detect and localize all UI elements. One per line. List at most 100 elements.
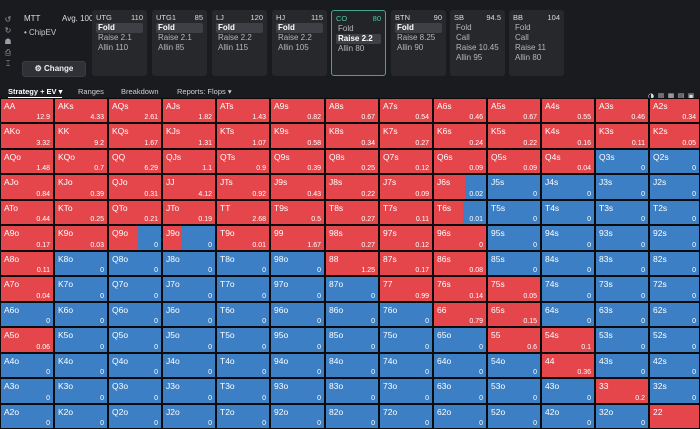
action-option[interactable]: Raise 2.1 xyxy=(98,33,132,42)
hand-cell[interactable]: JJ 4.12 xyxy=(162,174,216,200)
hand-cell[interactable]: 95o 0 xyxy=(270,327,325,353)
action-option[interactable]: Allin 115 xyxy=(218,43,249,52)
action-option[interactable]: Fold xyxy=(156,23,203,33)
hand-cell[interactable]: J5s 0 xyxy=(487,174,541,200)
hand-cell[interactable]: 92o 0 xyxy=(270,404,325,429)
hand-cell[interactable]: J2o 0 xyxy=(162,404,216,429)
action-option[interactable]: Raise 11 xyxy=(515,43,546,52)
action-option[interactable]: Raise 8.25 xyxy=(397,33,436,42)
hand-cell[interactable]: Q2o 0 xyxy=(108,404,162,429)
hand-cell[interactable]: Q8o 0 xyxy=(108,251,162,276)
position-panel-co[interactable]: CO 80 Fold Raise 2.2 Allin 80 xyxy=(331,10,386,76)
hand-cell[interactable]: 62s 0 xyxy=(649,302,700,327)
hand-cell[interactable]: 53s 0 xyxy=(595,327,649,353)
hand-cell[interactable]: 33 0.2 xyxy=(595,378,649,404)
hand-cell[interactable]: A6o 0 xyxy=(0,302,54,327)
hand-cell[interactable]: 83o 0 xyxy=(325,378,379,404)
hand-cell[interactable]: AA 12.9 xyxy=(0,98,54,123)
hand-cell[interactable]: 86o 0 xyxy=(325,302,379,327)
hand-cell[interactable]: K5s 0.22 xyxy=(487,123,541,149)
hand-cell[interactable]: 93o 0 xyxy=(270,378,325,404)
hand-cell[interactable]: K9s 0.58 xyxy=(270,123,325,149)
hand-cell[interactable]: J8o 0 xyxy=(162,251,216,276)
hand-cell[interactable]: 64o 0 xyxy=(433,353,487,378)
action-option[interactable]: Raise 2.1 xyxy=(158,33,192,42)
hand-cell[interactable]: 32s 0 xyxy=(649,378,700,404)
hand-cell[interactable]: J3s 0 xyxy=(595,174,649,200)
view-mode-icon[interactable]: ◑ xyxy=(647,92,655,100)
hand-cell[interactable]: T4s 0 xyxy=(541,200,595,225)
action-option[interactable]: Allin 110 xyxy=(98,43,129,52)
hand-cell[interactable]: 83s 0 xyxy=(595,251,649,276)
hand-cell[interactable]: 97o 0 xyxy=(270,276,325,302)
hand-cell[interactable]: AKs 4.33 xyxy=(54,98,108,123)
position-panel-btn[interactable]: BTN 90 Fold Raise 8.25 Allin 90 xyxy=(391,10,446,76)
hand-cell[interactable]: T4o 0 xyxy=(216,353,270,378)
action-option[interactable]: Allin 95 xyxy=(456,53,483,62)
hand-cell[interactable]: J5o 0 xyxy=(162,327,216,353)
hand-cell[interactable]: KJs 1.31 xyxy=(162,123,216,149)
action-option[interactable]: Call xyxy=(515,33,529,42)
hand-cell[interactable]: 85o 0 xyxy=(325,327,379,353)
side-tool-icon[interactable]: ⌶ xyxy=(5,59,11,68)
hand-cell[interactable]: KQo 0.7 xyxy=(54,149,108,174)
hand-cell[interactable]: QQ 6.29 xyxy=(108,149,162,174)
hand-cell[interactable]: 86s 0.08 xyxy=(433,251,487,276)
hand-cell[interactable]: 82s 0 xyxy=(649,251,700,276)
hand-cell[interactable]: A2s 0.34 xyxy=(649,98,700,123)
hand-cell[interactable]: Q8s 0.25 xyxy=(325,149,379,174)
hand-cell[interactable]: A4o 0 xyxy=(0,353,54,378)
position-panel-lj[interactable]: LJ 120 Fold Raise 2.2 Allin 115 xyxy=(212,10,267,76)
hand-cell[interactable]: KTo 0.25 xyxy=(54,200,108,225)
hand-cell[interactable]: K7o 0 xyxy=(54,276,108,302)
hand-cell[interactable]: K8s 0.34 xyxy=(325,123,379,149)
hand-cell[interactable]: QJs 1.1 xyxy=(162,149,216,174)
view-mode-icon[interactable]: ▤ xyxy=(677,92,685,100)
hand-cell[interactable]: 65s 0.15 xyxy=(487,302,541,327)
hand-cell[interactable]: 96o 0 xyxy=(270,302,325,327)
view-mode-icon[interactable]: ▦ xyxy=(667,92,675,100)
hand-cell[interactable]: KK 9.2 xyxy=(54,123,108,149)
side-tool-icon[interactable]: ↺ xyxy=(4,15,12,24)
hand-cell[interactable]: 87o 0 xyxy=(325,276,379,302)
hand-cell[interactable]: J3o 0 xyxy=(162,378,216,404)
hand-cell[interactable]: A6s 0.46 xyxy=(433,98,487,123)
hand-cell[interactable]: J9o 0 xyxy=(162,225,216,251)
position-panel-hj[interactable]: HJ 115 Fold Raise 2.2 Allin 105 xyxy=(272,10,327,76)
hand-cell[interactable]: K2s 0.05 xyxy=(649,123,700,149)
hand-cell[interactable]: Q5o 0 xyxy=(108,327,162,353)
hand-cell[interactable]: 84s 0 xyxy=(541,251,595,276)
hand-cell[interactable]: 53o 0 xyxy=(487,378,541,404)
hand-cell[interactable]: 76o 0 xyxy=(379,302,433,327)
hand-cell[interactable]: T2s 0 xyxy=(649,200,700,225)
hand-cell[interactable]: T6o 0 xyxy=(216,302,270,327)
hand-cell[interactable]: 54o 0 xyxy=(487,353,541,378)
hand-cell[interactable]: 22 xyxy=(649,404,700,429)
hand-cell[interactable]: QTs 0.9 xyxy=(216,149,270,174)
hand-cell[interactable]: 74o 0 xyxy=(379,353,433,378)
hand-cell[interactable]: K7s 0.27 xyxy=(379,123,433,149)
action-option[interactable]: Fold xyxy=(395,23,442,33)
hand-cell[interactable]: T6s 0.01 xyxy=(433,200,487,225)
hand-cell[interactable]: 54s 0.1 xyxy=(541,327,595,353)
hand-cell[interactable]: K6o 0 xyxy=(54,302,108,327)
hand-cell[interactable]: J7o 0 xyxy=(162,276,216,302)
hand-cell[interactable]: 55 0.6 xyxy=(487,327,541,353)
hand-cell[interactable]: 64s 0 xyxy=(541,302,595,327)
hand-cell[interactable]: 82o 0 xyxy=(325,404,379,429)
hand-cell[interactable]: T9o 0.01 xyxy=(216,225,270,251)
hand-cell[interactable]: ATo 0.44 xyxy=(0,200,54,225)
hand-cell[interactable]: ATs 1.43 xyxy=(216,98,270,123)
hand-cell[interactable]: 42s 0 xyxy=(649,353,700,378)
hand-cell[interactable]: J4o 0 xyxy=(162,353,216,378)
hand-cell[interactable]: J9s 0.43 xyxy=(270,174,325,200)
hand-cell[interactable]: T3o 0 xyxy=(216,378,270,404)
action-option[interactable]: Raise 2.2 xyxy=(218,33,252,42)
hand-cell[interactable]: 98o 0 xyxy=(270,251,325,276)
hand-cell[interactable]: T8s 0.27 xyxy=(325,200,379,225)
hand-cell[interactable]: K3o 0 xyxy=(54,378,108,404)
hand-cell[interactable]: KTs 1.07 xyxy=(216,123,270,149)
action-option[interactable]: Fold xyxy=(276,23,323,33)
hand-cell[interactable]: Q9o 0 xyxy=(108,225,162,251)
action-option[interactable]: Call xyxy=(456,33,470,42)
